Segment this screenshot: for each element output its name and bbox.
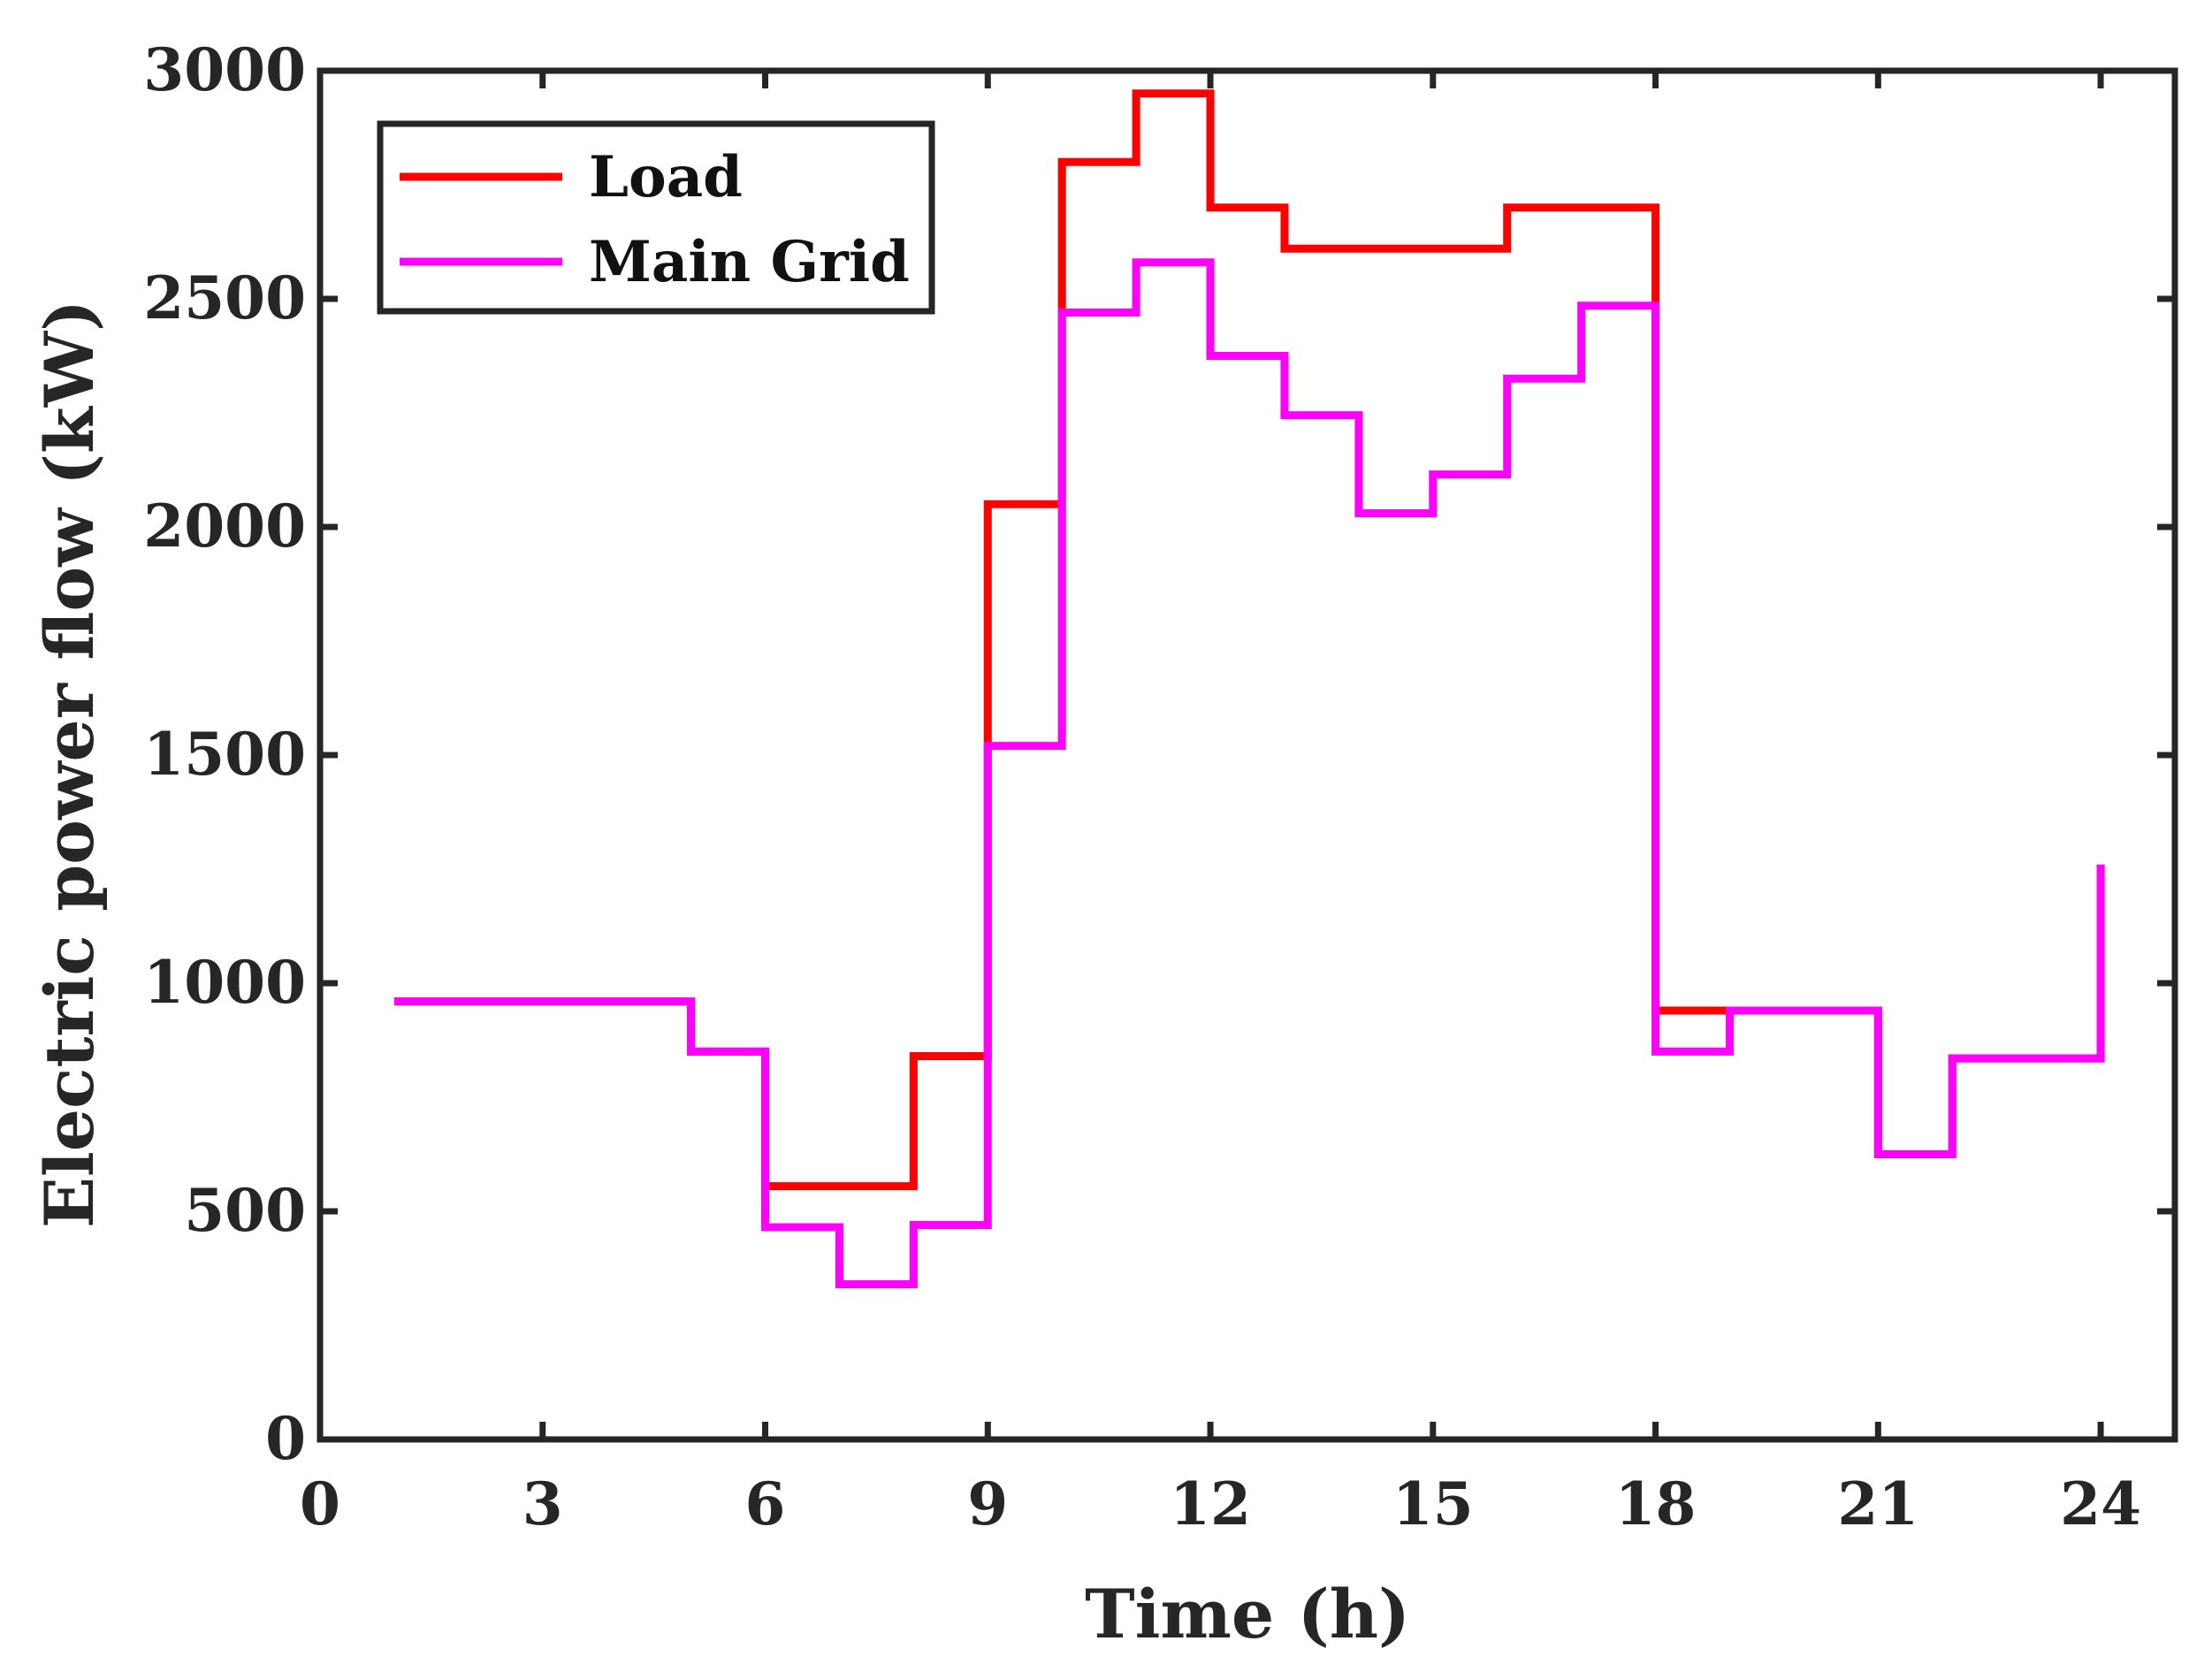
y-tick-label: 1000	[143, 948, 306, 1017]
x-tick-label: 15	[1392, 1469, 1474, 1538]
legend: Load Main Grid	[377, 120, 935, 315]
x-tick-label: 6	[745, 1469, 786, 1538]
x-tick-label: 0	[300, 1469, 340, 1538]
y-axis-label: Electric power flow (kW)	[30, 300, 109, 1228]
x-tick-label: 3	[522, 1469, 563, 1538]
y-tick-label: 2500	[143, 263, 306, 332]
legend-box	[377, 120, 935, 315]
x-tick-label: 24	[2060, 1469, 2141, 1538]
y-tick-label: 1500	[143, 720, 306, 789]
x-axis-label: Time (h)	[1085, 1575, 1410, 1653]
x-tick-label: 12	[1170, 1469, 1251, 1538]
legend-label: Load	[589, 144, 743, 210]
x-tick-label: 21	[1837, 1469, 1918, 1538]
y-tick-label: 2000	[143, 492, 306, 561]
x-tick-label: 18	[1615, 1469, 1697, 1538]
y-tick-label: 3000	[143, 35, 306, 104]
legend-label: Main Grid	[589, 229, 910, 295]
series-layer	[393, 89, 2105, 1289]
y-tick-label: 0	[265, 1404, 306, 1473]
x-tick-label: 9	[967, 1469, 1008, 1538]
ticks-layer: 0 3 6 9 12 15 18 21 24 0 500 1000 1500 2000 2500 3000	[143, 35, 2175, 1538]
y-tick-label: 500	[184, 1176, 306, 1245]
series-line-main-grid	[393, 258, 2105, 1289]
